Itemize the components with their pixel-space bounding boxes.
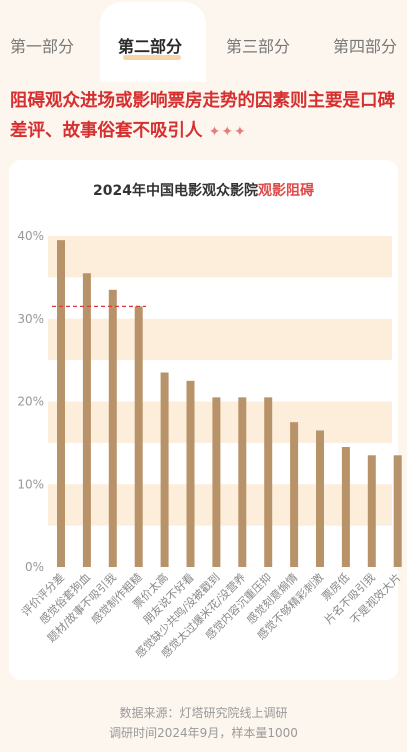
bar <box>238 397 247 567</box>
survey-info-text: 调研时间2024年9月，样本量1000 <box>109 726 298 740</box>
bar <box>341 447 350 567</box>
source-text: 数据来源：灯塔研究院线上调研 <box>119 706 288 720</box>
y-tick-label: 10% <box>17 477 44 491</box>
headline-text: 阻碍观众进场或影响票房走势的因素则主要是口碑差评、故事俗套不吸引人 <box>10 91 395 141</box>
y-tick-label: 0% <box>25 560 44 574</box>
bar <box>160 372 169 567</box>
active-tab-background <box>100 2 206 82</box>
bar <box>57 240 65 567</box>
bar <box>393 455 402 567</box>
tab-part-2[interactable]: 第二部分 <box>118 37 183 56</box>
bar <box>186 380 195 567</box>
y-tick-label: 20% <box>17 395 44 409</box>
bar <box>316 430 324 567</box>
y-tick-label: 30% <box>17 312 44 326</box>
active-tab-underline <box>123 55 181 60</box>
bar <box>290 422 299 567</box>
bar <box>134 306 143 567</box>
bar <box>108 289 117 567</box>
headline: 阻碍观众进场或影响票房走势的因素则主要是口碑差评、故事俗套不吸引人 ✦✦✦ <box>10 86 400 147</box>
section-tabs: 第一部分 第二部分 第三部分 第四部分 <box>0 0 407 82</box>
tab-part-4[interactable]: 第四部分 <box>333 37 398 56</box>
bar <box>367 455 376 567</box>
bar <box>82 273 91 567</box>
chart-title-prefix: 2024年中国电影观众影院 <box>93 183 258 199</box>
tab-part-1[interactable]: 第一部分 <box>10 37 75 56</box>
bar <box>264 397 273 567</box>
chart-title-highlight: 观影阻碍 <box>257 183 314 199</box>
bar <box>212 397 221 567</box>
sparkle-icon: ✦✦✦ <box>208 124 247 140</box>
grid-band <box>48 318 392 361</box>
tab-part-3[interactable]: 第三部分 <box>226 37 291 56</box>
chart-title: 2024年中国电影观众影院观影阻碍 <box>0 180 407 200</box>
grid-band <box>48 236 392 278</box>
y-tick-label: 40% <box>17 229 44 243</box>
